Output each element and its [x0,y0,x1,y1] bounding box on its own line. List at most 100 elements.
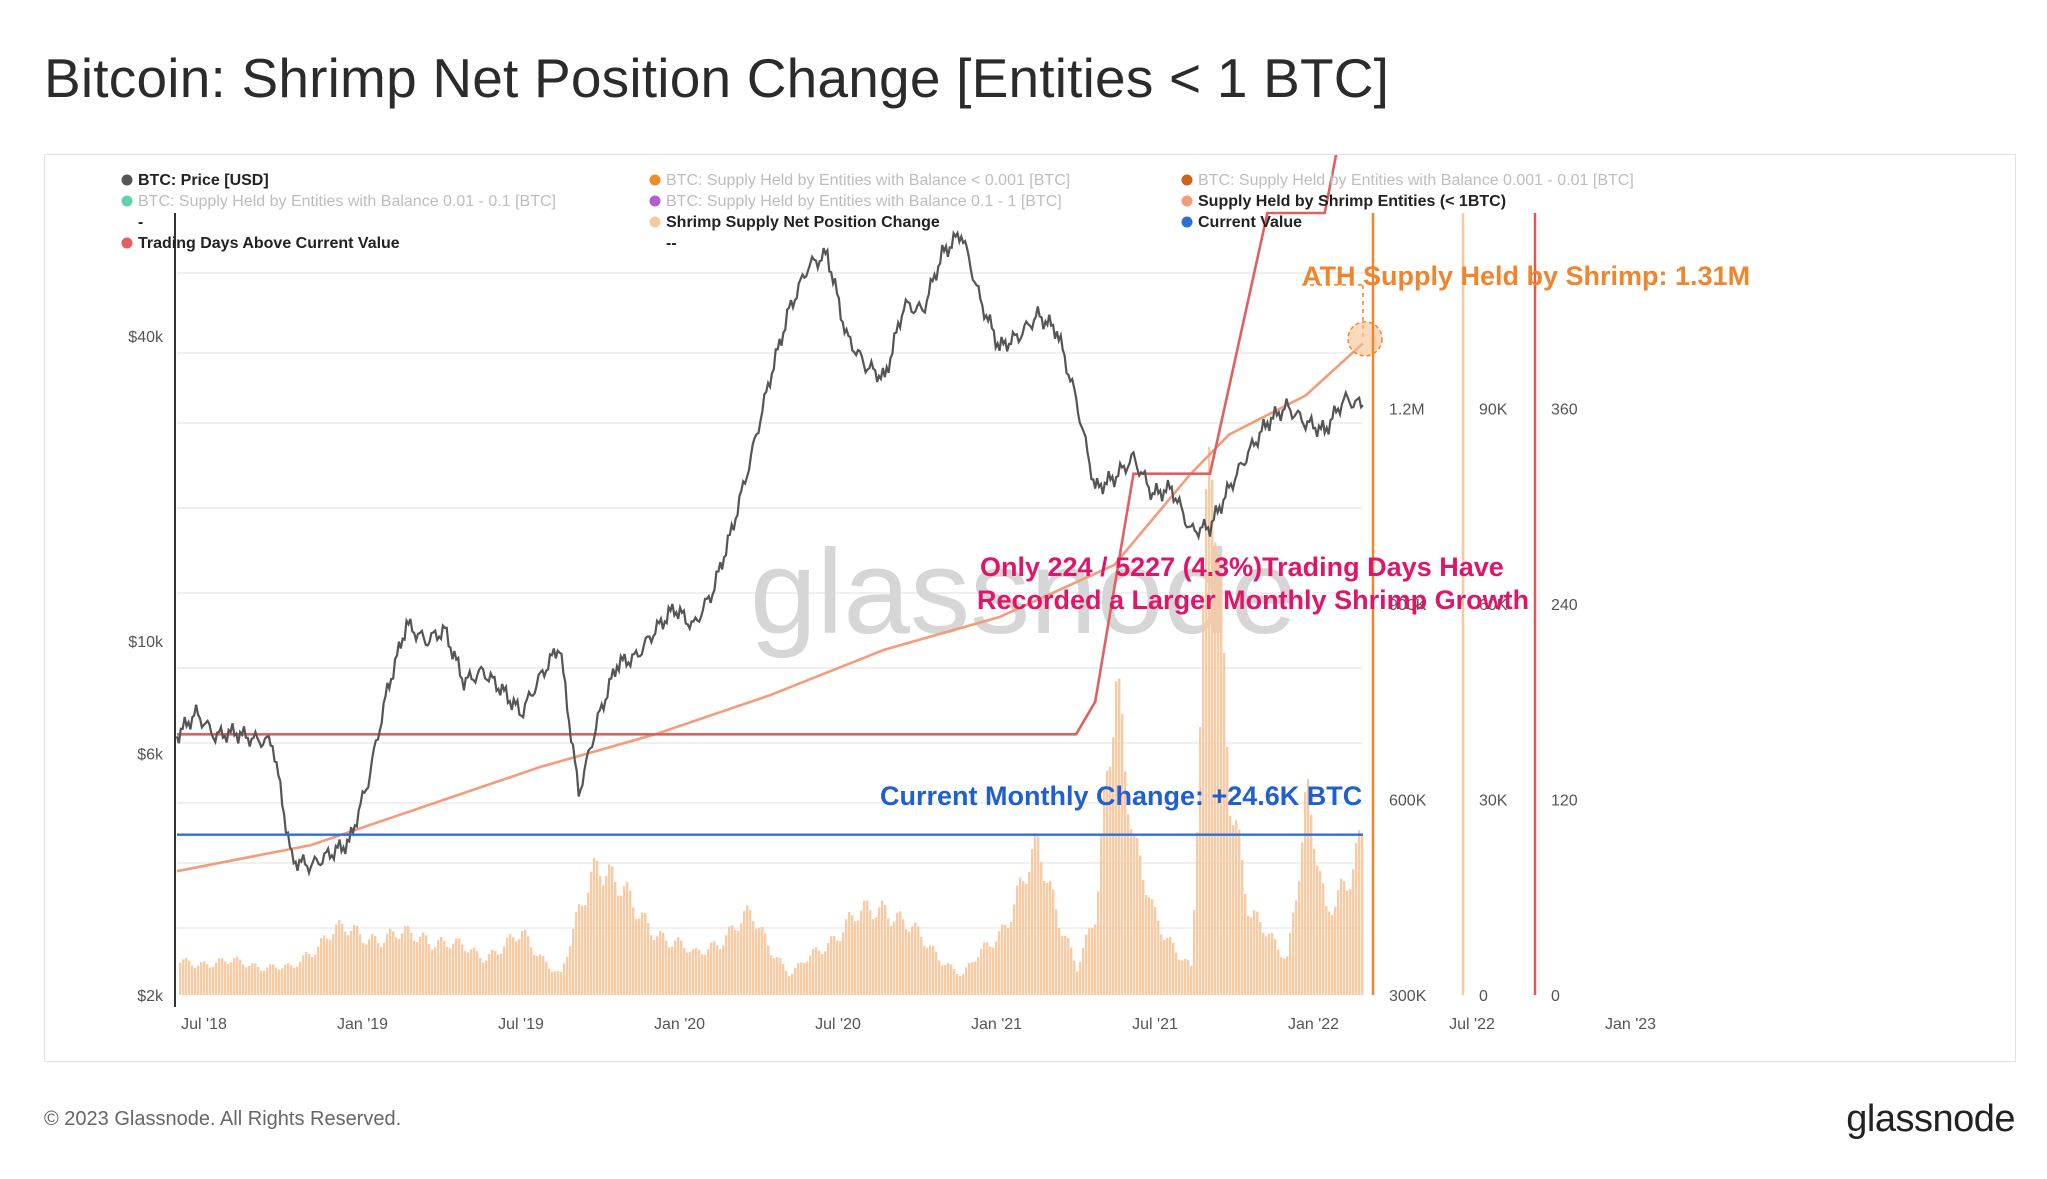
net-change-bar [365,944,368,995]
net-change-bar [797,963,800,995]
net-change-bar [305,952,308,995]
x-tick-label: Jul '21 [1132,1016,1178,1033]
net-change-area [179,446,1364,995]
net-change-bar [1094,924,1097,995]
chart-title: Bitcoin: Shrimp Net Position Change [Ent… [44,47,1390,109]
net-change-bar [1169,936,1172,995]
net-change-bar [950,964,953,995]
net-change-bar [515,941,518,995]
net-change-bar [1037,836,1040,995]
net-change-axis-tick-label: 30K [1479,793,1508,810]
net-change-bar [1196,832,1199,995]
net-change-bar [395,937,398,995]
net-change-bar [1256,911,1259,995]
net-change-bar [1070,947,1073,995]
net-change-bar [197,965,200,995]
net-change-bar [584,905,587,995]
x-tick-label: Jan '20 [654,1016,705,1033]
net-change-bar [341,923,344,995]
net-change-bar [281,968,284,995]
net-change-bar [803,963,806,995]
net-change-bar [1346,890,1349,995]
net-change-bar [1322,883,1325,995]
net-change-bar [575,912,578,995]
net-change-bar [917,926,920,995]
net-change-bar [224,961,227,995]
net-change-bar [1235,820,1238,995]
trading-days-line [177,155,1338,736]
net-change-bar [206,964,209,995]
net-change-bar [581,905,584,995]
net-change-bar [1232,825,1235,995]
days-above-axis-tick-label: 240 [1551,597,1578,614]
annotation-trading-days-line2: Recorded a Larger Monthly Shrimp Growth [977,585,1529,615]
net-change-bar [1154,907,1157,995]
net-change-bar [356,925,359,995]
net-change-bar [1250,917,1253,995]
price-tick-label: $10k [128,634,164,651]
net-change-bar [269,964,272,995]
net-change-bar [212,966,215,995]
net-change-bar [242,964,245,995]
price-tick-label: $40k [128,329,164,346]
net-change-bar [1301,842,1304,995]
net-change-bar [539,954,542,995]
net-change-bar [257,966,260,995]
net-change-bar [290,965,293,995]
net-change-bar [764,933,767,995]
net-change-bar [1316,865,1319,995]
net-change-bar [344,931,347,995]
supply-axis-tick-label: 1.2M [1389,402,1425,419]
net-change-bar [1100,835,1103,995]
net-change-bar [740,923,743,995]
net-change-bar [425,935,428,995]
net-change-bar [782,963,785,995]
net-change-bar [737,930,740,995]
net-change-bar [911,926,914,995]
net-change-bar [1328,911,1331,995]
net-change-bar [374,936,377,995]
net-change-bar [968,962,971,995]
net-change-bar [920,936,923,995]
net-change-bar [485,960,488,995]
net-change-bar [935,951,938,995]
net-change-bar [389,928,392,995]
net-change-bar [368,939,371,995]
legend: BTC: Price [USD] BTC: Supply Held by Enti… [121,172,1634,252]
net-change-bar [1343,881,1346,995]
net-change-bar [836,940,839,995]
net-change-bar [227,963,230,995]
legend-marker [121,237,133,249]
chart-svg: glassnode $2k$6k$10k$40k300K600K900K1.2M… [121,155,1750,1033]
net-change-bar [320,937,323,995]
net-change-bar [296,966,299,995]
net-change-bar [1220,579,1223,995]
net-change-bar [833,936,836,995]
net-change-bar [293,967,296,995]
lines [175,155,1383,877]
net-change-bar [350,930,353,995]
net-change-bar [1106,770,1109,995]
net-change-bar [1361,835,1364,995]
net-change-bar [956,973,959,995]
net-change-bar [524,929,527,995]
net-change-bar [494,951,497,995]
net-change-bar [671,946,674,995]
net-change-bar [1172,942,1175,995]
net-change-bar [1295,900,1298,995]
net-change-bar [1214,542,1217,995]
net-change-bar [971,962,974,995]
net-change-bar [1163,939,1166,995]
net-change-axis-tick-label: 0 [1479,988,1488,1005]
net-change-bar [266,967,269,995]
x-tick-label: Jul '18 [181,1016,227,1033]
net-change-bar [482,962,485,995]
net-change-bar [443,940,446,995]
net-change-bar [848,912,851,995]
net-change-bar [602,885,605,995]
net-change-bar [1262,932,1265,995]
net-change-bar [701,954,704,995]
net-change-bar [536,956,539,995]
net-change-bar [932,945,935,995]
net-change-bar [272,964,275,995]
